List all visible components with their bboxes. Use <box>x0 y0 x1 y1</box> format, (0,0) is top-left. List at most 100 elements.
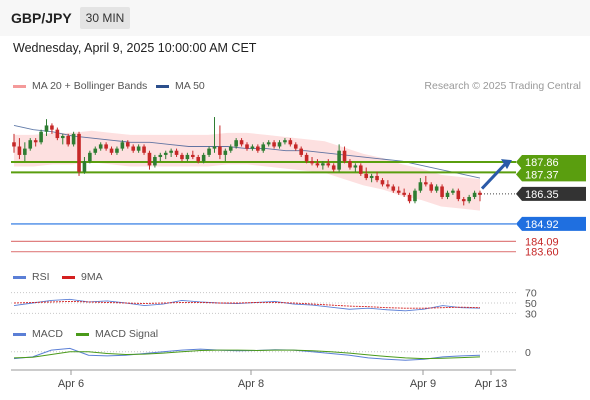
legend-bollinger: MA 20 + Bollinger Bands <box>13 80 147 92</box>
candle-body <box>277 142 282 147</box>
candle-body <box>147 152 152 166</box>
candle-body <box>218 146 222 155</box>
candle-body <box>461 199 466 202</box>
candle-body <box>163 152 168 155</box>
candle-body <box>136 146 141 151</box>
candle-body <box>353 165 358 168</box>
candle-body <box>223 150 228 155</box>
x-tick-label: Apr 9 <box>410 378 436 390</box>
candle-body <box>369 175 374 179</box>
rsi-swatch <box>13 275 26 279</box>
candle-body <box>115 148 119 153</box>
candle-body <box>445 192 450 197</box>
x-tick-label: Apr 13 <box>475 378 507 390</box>
candle-body <box>12 142 16 147</box>
legend-rsi-ma: 9MA <box>62 271 103 283</box>
candle-body <box>456 190 461 200</box>
candle-body <box>375 175 379 181</box>
candle-body <box>180 154 184 160</box>
candle-body <box>310 161 314 164</box>
candle-body <box>174 150 179 155</box>
candle-body <box>326 163 331 166</box>
projection-arrow-line <box>480 162 508 190</box>
macd-swatch <box>13 332 26 336</box>
candle-body <box>283 140 287 143</box>
macd-legend-label: MACD <box>32 328 63 340</box>
candle-body <box>109 148 114 153</box>
candle-body <box>288 140 293 145</box>
level-tag-187-37 <box>516 167 586 182</box>
candle-body <box>228 146 233 151</box>
candle-body <box>207 148 211 155</box>
candle-body <box>239 140 244 145</box>
candle-body <box>418 182 423 191</box>
candle-body <box>261 144 266 151</box>
level-label-183-60: 183.60 <box>525 247 559 259</box>
candle-body <box>71 133 76 145</box>
level-label-184-09: 184.09 <box>525 236 559 248</box>
candle-body <box>185 154 190 160</box>
candle-body <box>39 131 43 143</box>
bollinger-swatch <box>13 84 26 88</box>
candle-body <box>440 186 444 197</box>
rsi-legend-label: RSI <box>32 271 50 283</box>
candle-body <box>153 157 157 166</box>
candle-body <box>250 146 255 149</box>
candle-body <box>380 180 385 185</box>
rsi-ma-legend-label: 9MA <box>81 271 103 283</box>
candle-body <box>50 125 54 130</box>
candle-body <box>407 194 412 202</box>
level-tag-184-92 <box>516 216 586 231</box>
candle-body <box>201 154 206 162</box>
candle-body <box>196 157 201 162</box>
copyright-text: Research © 2025 Trading Central <box>424 80 581 92</box>
candle-body <box>467 196 471 202</box>
top-bar: GBP/JPY 30 MIN <box>0 0 590 36</box>
candle-body <box>158 154 163 158</box>
candle-body <box>125 142 130 147</box>
candle-body <box>299 148 303 155</box>
timeframe-button[interactable]: 30 MIN <box>80 7 130 29</box>
candle-body <box>337 150 341 170</box>
candle-body <box>342 150 347 162</box>
candle-body <box>472 192 477 197</box>
rsi-ma-swatch <box>62 275 75 279</box>
candle-body <box>266 142 271 145</box>
candle-body <box>82 161 87 172</box>
candle-body <box>451 190 455 193</box>
rsi-axis-label-70: 70 <box>525 288 537 300</box>
candle-body <box>434 186 439 191</box>
chart-datetime: Wednesday, April 9, 2025 10:00:00 AM CET <box>13 41 257 55</box>
x-tick-label: Apr 6 <box>58 378 84 390</box>
candle-body <box>396 190 401 193</box>
legend-rsi: RSI <box>13 271 50 283</box>
candle-body <box>413 190 417 202</box>
candle-body <box>33 140 38 143</box>
x-tick-label: Apr 8 <box>238 378 264 390</box>
bollinger-legend-label: MA 20 + Bollinger Bands <box>32 80 148 92</box>
macd-axis-label-zero: 0 <box>525 347 531 359</box>
candle-body <box>245 144 249 149</box>
rsi-ma-line <box>13 300 481 309</box>
candle-body <box>93 148 98 153</box>
projection-arrow-head <box>501 159 512 170</box>
rsi-line <box>13 298 481 312</box>
candle-body <box>348 161 352 168</box>
macd-signal-swatch <box>76 332 89 336</box>
rsi-axis-label-50: 50 <box>525 298 537 310</box>
candle-body <box>358 165 363 174</box>
level-tag-187-86 <box>516 155 586 170</box>
candle-body <box>44 125 49 132</box>
candle-body <box>478 192 482 195</box>
candle-body <box>293 144 298 149</box>
level-tag-186-35 <box>516 186 586 201</box>
bollinger-band-area <box>14 130 480 211</box>
ma50-swatch <box>156 84 169 88</box>
candle-body <box>104 144 108 149</box>
candle-body <box>315 163 320 166</box>
candle-body <box>55 129 60 139</box>
level-label-184-92: 184.92 <box>525 219 559 231</box>
macd-signal-legend-label: MACD Signal <box>95 328 159 340</box>
candle-body <box>429 184 434 191</box>
